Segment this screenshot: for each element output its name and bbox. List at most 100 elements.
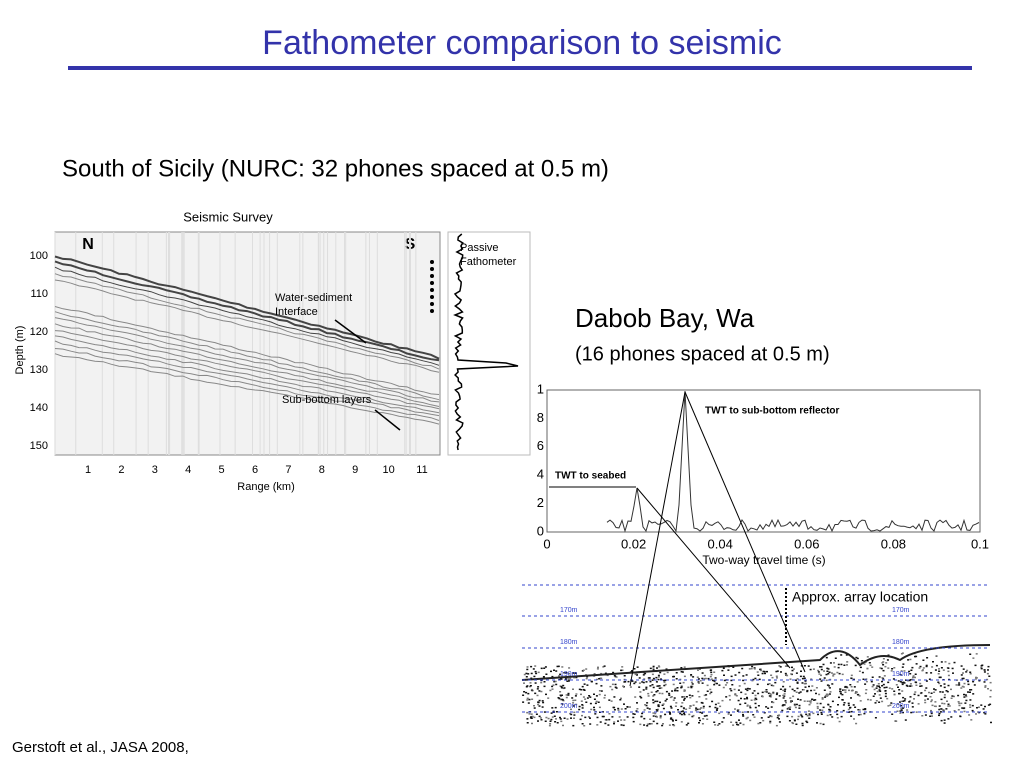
sonar-speckle [793, 704, 796, 707]
sonar-speckle [619, 699, 622, 701]
sonar-speckle [542, 676, 545, 678]
sonar-speckle [570, 708, 572, 711]
sonar-speckle [737, 689, 740, 691]
sonar-speckle [691, 683, 694, 685]
sonar-speckle [668, 692, 671, 695]
sonar-speckle [828, 693, 831, 695]
sonar-speckle [690, 686, 693, 689]
sonar-speckle [567, 692, 570, 695]
sonar-speckle [795, 691, 798, 693]
sonar-speckle [984, 686, 987, 688]
sonar-speckle [741, 667, 744, 670]
sonar-speckle [734, 694, 737, 696]
sonar-speckle [538, 705, 541, 707]
sonar-speckle [639, 691, 642, 693]
dot [430, 274, 434, 278]
sonar-speckle [791, 688, 794, 691]
sonar-speckle [668, 711, 671, 713]
sonar-speckle [586, 684, 589, 686]
sonar-speckle [807, 665, 810, 667]
sonar-speckle [746, 687, 749, 690]
sonar-speckle [665, 668, 668, 670]
sonar-speckle [902, 696, 905, 699]
sonar-speckle [990, 721, 992, 724]
sonar-speckle [663, 681, 666, 683]
sonar-speckle [883, 675, 886, 677]
sonar-speckle [963, 707, 966, 709]
sonar-speckle [826, 714, 829, 717]
sonar-speckle [589, 696, 592, 698]
sonar-speckle [983, 671, 986, 673]
sonar-speckle [924, 701, 927, 704]
sonar-speckle [536, 688, 539, 690]
sonar-speckle [547, 717, 550, 720]
sonar-speckle [908, 679, 911, 682]
sonar-label: 170m [892, 607, 910, 614]
sonar-speckle [922, 667, 925, 669]
sonar-speckle [675, 678, 678, 680]
sonar-speckle [930, 700, 933, 703]
sonar-speckle [525, 676, 528, 678]
sonar-speckle [831, 683, 834, 685]
sonar-speckle [903, 700, 906, 702]
x-tick-label: 8 [319, 464, 325, 476]
sonar-speckle [634, 696, 637, 698]
sonar-speckle [964, 702, 967, 704]
sonar-speckle [526, 711, 529, 714]
sonar-speckle [558, 697, 561, 700]
sonar-speckle [688, 694, 691, 696]
sonar-speckle [938, 705, 941, 707]
sonar-speckle [783, 693, 786, 695]
sonar-speckle [802, 689, 805, 691]
sonar-speckle [563, 672, 566, 674]
sonar-speckle [752, 678, 755, 681]
sonar-speckle [652, 715, 655, 717]
sonar-speckle [622, 724, 625, 727]
sonar-speckle [789, 701, 792, 703]
sonar-speckle [868, 662, 871, 664]
sonar-speckle [801, 682, 804, 684]
sonar-speckle [840, 715, 843, 718]
sonar-speckle [563, 717, 566, 719]
sonar-speckle [559, 691, 562, 693]
sonar-speckle [597, 701, 600, 703]
sonar-speckle [683, 713, 686, 716]
sonar-speckle [945, 690, 948, 692]
sonar-speckle [917, 694, 920, 697]
sonar-speckle [672, 724, 675, 726]
sonar-speckle [842, 709, 845, 712]
sonar-speckle [770, 694, 773, 696]
sonar-speckle [987, 665, 990, 668]
annotation: Sub-bottom layers [282, 394, 372, 406]
sonar-speckle [969, 673, 972, 675]
sonar-speckle [652, 669, 655, 671]
sonar-speckle [663, 684, 666, 687]
sonar-speckle [890, 670, 893, 672]
sonar-speckle [900, 704, 903, 707]
sonar-speckle [698, 696, 701, 698]
sonar-speckle [545, 693, 547, 696]
sonar-speckle [699, 719, 701, 722]
sonar-speckle [907, 659, 910, 661]
sonar-speckle [648, 708, 651, 710]
sonar-speckle [766, 670, 768, 673]
sonar-speckle [775, 698, 778, 700]
sonar-speckle [714, 703, 717, 706]
sonar-speckle [655, 685, 658, 687]
sonar-speckle [526, 697, 529, 700]
sonar-speckle [523, 691, 526, 693]
sonar-speckle [638, 686, 641, 688]
sonar-speckle [668, 724, 671, 726]
sonar-speckle [527, 692, 530, 695]
sonar-speckle [826, 695, 829, 697]
sonar-speckle [914, 673, 917, 675]
sonar-speckle [564, 678, 567, 680]
sonar-speckle [911, 666, 914, 669]
sonar-speckle [928, 678, 931, 680]
sonar-speckle [963, 696, 966, 698]
sonar-speckle [744, 688, 747, 690]
sonar-speckle [862, 678, 865, 680]
sonar-speckle [697, 678, 700, 680]
sonar-speckle [572, 699, 575, 702]
sonar-speckle [655, 709, 658, 711]
